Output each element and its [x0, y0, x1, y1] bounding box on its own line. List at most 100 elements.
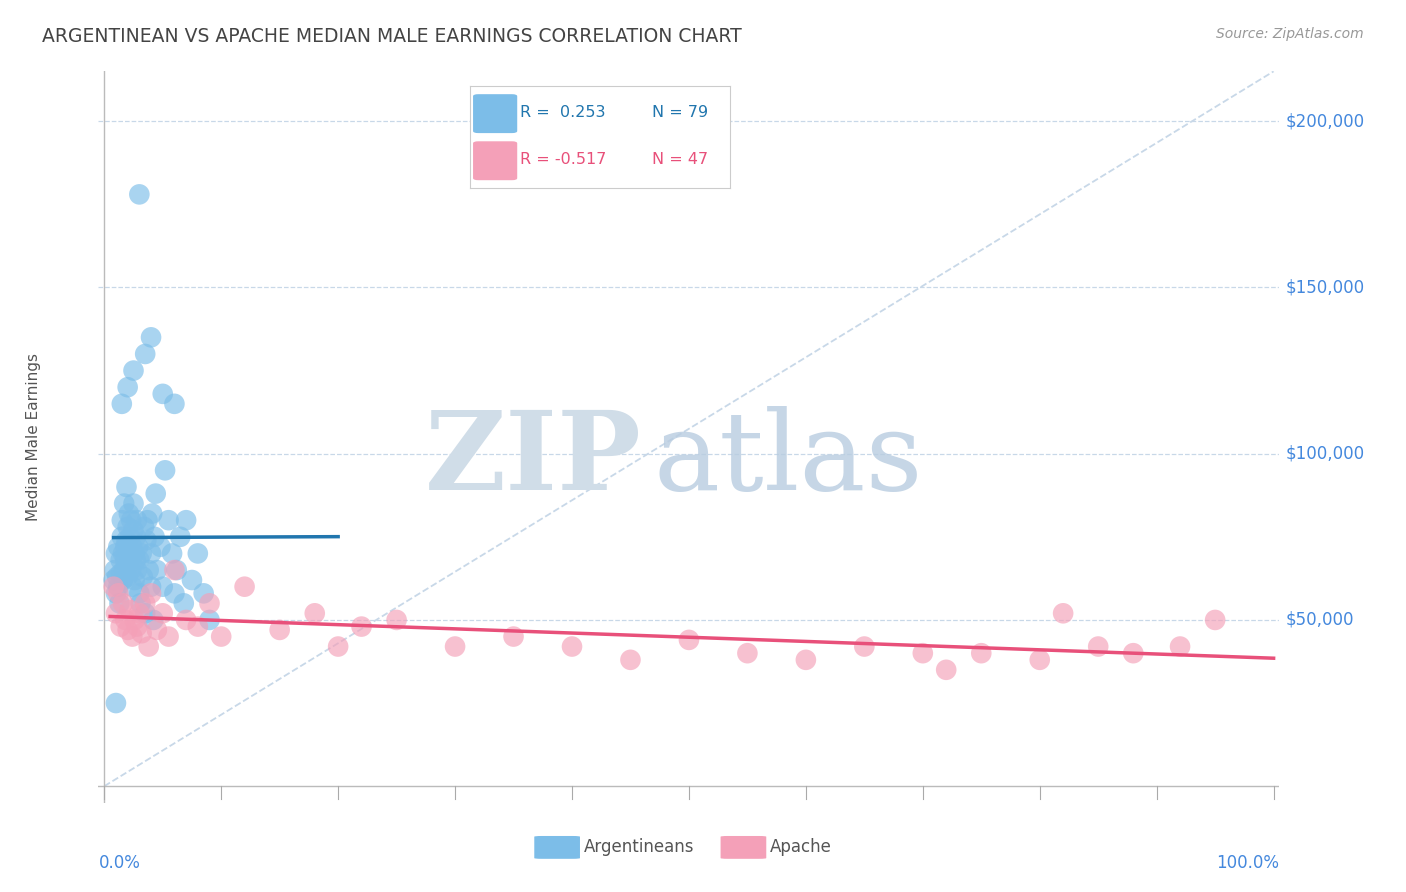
- Text: 0.0%: 0.0%: [98, 854, 141, 872]
- Point: [114, 553, 136, 567]
- Point: [114, 540, 136, 554]
- Point: [128, 187, 150, 202]
- Point: [146, 563, 169, 577]
- Point: [350, 619, 373, 633]
- Point: [139, 586, 162, 600]
- Point: [132, 570, 155, 584]
- Point: [104, 696, 127, 710]
- Point: [128, 553, 150, 567]
- Point: [173, 596, 195, 610]
- Point: [174, 513, 197, 527]
- Point: [118, 530, 141, 544]
- Point: [561, 640, 583, 654]
- Point: [141, 507, 163, 521]
- Point: [142, 613, 165, 627]
- Point: [157, 630, 180, 644]
- Point: [110, 553, 132, 567]
- Point: [122, 497, 145, 511]
- Text: $150,000: $150,000: [1285, 278, 1364, 296]
- Point: [114, 613, 136, 627]
- Point: [128, 607, 150, 621]
- Point: [115, 480, 138, 494]
- Text: $200,000: $200,000: [1285, 112, 1364, 130]
- Point: [152, 607, 174, 621]
- Point: [110, 566, 132, 581]
- Point: [112, 497, 135, 511]
- Point: [198, 613, 221, 627]
- Point: [111, 513, 134, 527]
- Point: [111, 596, 134, 610]
- Point: [134, 347, 156, 361]
- Point: [138, 640, 160, 654]
- Point: [128, 586, 150, 600]
- Text: ZIP: ZIP: [425, 406, 641, 513]
- Point: [111, 546, 134, 560]
- Point: [111, 397, 134, 411]
- Point: [117, 380, 139, 394]
- Point: [104, 563, 127, 577]
- Point: [125, 530, 148, 544]
- Point: [124, 613, 146, 627]
- Point: [1204, 613, 1226, 627]
- Point: [107, 580, 129, 594]
- FancyBboxPatch shape: [721, 836, 766, 859]
- Point: [737, 646, 759, 660]
- Point: [122, 363, 145, 377]
- Point: [115, 533, 138, 548]
- Point: [108, 596, 131, 610]
- Point: [121, 540, 143, 554]
- Point: [233, 580, 256, 594]
- Point: [131, 626, 153, 640]
- Point: [149, 540, 172, 554]
- Point: [1052, 607, 1074, 621]
- Point: [146, 623, 169, 637]
- Text: 100.0%: 100.0%: [1216, 854, 1279, 872]
- Point: [163, 563, 186, 577]
- FancyBboxPatch shape: [534, 836, 581, 859]
- Point: [163, 586, 186, 600]
- Point: [118, 603, 141, 617]
- Point: [166, 563, 188, 577]
- Point: [326, 640, 349, 654]
- Point: [209, 630, 232, 644]
- Point: [117, 570, 139, 584]
- Point: [107, 586, 129, 600]
- Text: ARGENTINEAN VS APACHE MEDIAN MALE EARNINGS CORRELATION CHART: ARGENTINEAN VS APACHE MEDIAN MALE EARNIN…: [42, 27, 742, 45]
- Point: [112, 563, 135, 577]
- Point: [152, 580, 174, 594]
- Point: [152, 387, 174, 401]
- Point: [122, 523, 145, 537]
- Point: [125, 619, 148, 633]
- Point: [502, 630, 524, 644]
- Point: [134, 607, 156, 621]
- Point: [1122, 646, 1144, 660]
- Point: [853, 640, 876, 654]
- Point: [118, 543, 141, 558]
- Point: [198, 596, 221, 610]
- Point: [181, 573, 204, 587]
- Point: [129, 596, 152, 610]
- Point: [121, 630, 143, 644]
- Point: [169, 530, 191, 544]
- Point: [187, 546, 209, 560]
- Text: Argentineans: Argentineans: [583, 838, 695, 855]
- Point: [160, 546, 183, 560]
- Point: [124, 546, 146, 560]
- Point: [111, 573, 134, 587]
- Point: [619, 653, 641, 667]
- Point: [117, 623, 139, 637]
- Text: atlas: atlas: [654, 406, 924, 513]
- Point: [121, 580, 143, 594]
- Point: [125, 513, 148, 527]
- Point: [1087, 640, 1109, 654]
- Point: [193, 586, 215, 600]
- Point: [118, 553, 141, 567]
- Point: [145, 486, 167, 500]
- Point: [135, 533, 157, 548]
- Text: $50,000: $50,000: [1285, 611, 1354, 629]
- Text: Apache: Apache: [770, 838, 832, 855]
- Point: [187, 619, 209, 633]
- Point: [385, 613, 408, 627]
- Point: [103, 573, 125, 587]
- Text: $100,000: $100,000: [1285, 445, 1364, 463]
